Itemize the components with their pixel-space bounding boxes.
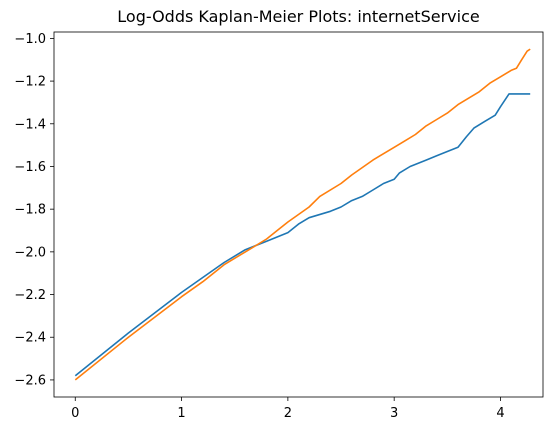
x-axis-ticks: 0 1 2 3 4	[71, 397, 505, 421]
x-tick-label: 0	[71, 406, 79, 421]
y-tick-label: −1.2	[14, 75, 46, 90]
x-tick-label: 1	[177, 406, 185, 421]
chart-title: Log-Odds Kaplan-Meier Plots: internetSer…	[117, 7, 479, 26]
x-tick-label: 3	[390, 406, 398, 421]
series-line-2	[74, 48, 531, 381]
y-tick-label: −1.6	[14, 160, 46, 175]
y-tick-label: −2.0	[14, 245, 46, 260]
plot-lines	[74, 48, 531, 381]
y-tick-label: −1.8	[14, 203, 46, 218]
x-tick-label: 2	[284, 406, 292, 421]
y-tick-label: −1.4	[14, 117, 46, 132]
y-tick-label: −2.4	[14, 331, 46, 346]
y-tick-label: −1.0	[14, 32, 46, 47]
y-tick-label: −2.2	[14, 288, 46, 303]
axes-frame	[53, 31, 544, 398]
y-axis-ticks: −2.6 −2.4 −2.2 −2.0 −1.8 −1.6 −1.4 −1.2 −1.0	[14, 32, 54, 388]
series-line-1	[74, 93, 531, 377]
y-tick-label: −2.6	[14, 373, 46, 388]
x-tick-label: 4	[496, 406, 504, 421]
